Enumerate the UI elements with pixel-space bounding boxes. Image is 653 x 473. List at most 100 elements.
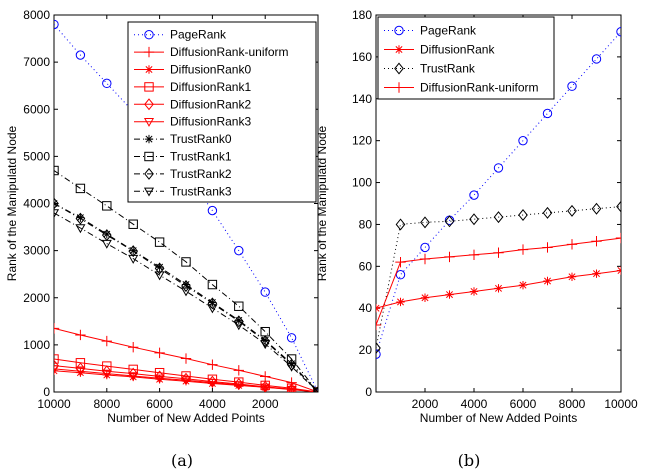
chart-a-point-trustrank1 bbox=[234, 301, 244, 311]
chart-b-ytick-label: 180 bbox=[352, 8, 372, 22]
chart-a-point-trustrank2 bbox=[233, 315, 244, 328]
chart-a-legend-marker-diffusionrank3 bbox=[143, 118, 155, 127]
chart-b-point-pagerank bbox=[493, 163, 504, 173]
chart-a-caption: (a) bbox=[171, 451, 193, 470]
chart-a-point-diffusionrank3 bbox=[101, 369, 112, 379]
chart-a-legend-label-diffusionrank0: DiffusionRank0 bbox=[170, 63, 251, 77]
chart-b-ytick-label: 80 bbox=[359, 217, 373, 231]
chart-a-point-pagerank bbox=[75, 50, 86, 60]
chart-b-caption: (b) bbox=[458, 451, 481, 470]
chart-b-ytick-label: 100 bbox=[352, 176, 372, 190]
chart-b-xlabel: Number of New Added Points bbox=[420, 411, 577, 425]
chart-a-line-trustrank2 bbox=[54, 203, 318, 392]
chart-a-point-pagerank bbox=[54, 19, 59, 30]
chart-a-point-diffusionrank2 bbox=[128, 367, 139, 380]
chart-a-point-pagerank bbox=[260, 287, 270, 297]
chart-b-point-trustrank bbox=[395, 218, 406, 231]
chart-b-point-diffusionrank bbox=[445, 290, 454, 299]
chart-a-legend-marker-diffusionrank1 bbox=[144, 82, 154, 92]
chart-a-point-diffusionrank3 bbox=[154, 374, 165, 384]
chart-b-legend-box bbox=[377, 16, 555, 100]
chart-a-line-diffusionrank1 bbox=[54, 358, 318, 392]
chart-b-ytick-label: 40 bbox=[359, 301, 373, 315]
chart-b-point-diffusionrank bbox=[396, 297, 405, 307]
chart-a-series-trustrank2 bbox=[54, 197, 318, 392]
chart-b-point-pagerank bbox=[591, 54, 602, 64]
chart-a-xtick-label: 10000 bbox=[37, 397, 71, 411]
chart-a-point-trustrank0 bbox=[234, 316, 243, 325]
chart-a-point-diffusionrank2 bbox=[101, 365, 112, 378]
chart-a-point-diffusionrank-uniform bbox=[154, 347, 165, 359]
chart-a-point-trustrank2 bbox=[260, 335, 271, 348]
chart-a-point-pagerank bbox=[207, 205, 218, 216]
chart-a-ytick-label: 6000 bbox=[23, 102, 50, 116]
chart-a-point-trustrank3 bbox=[128, 254, 139, 264]
chart-b-legend-marker-diffusionrank bbox=[394, 45, 404, 54]
chart-b-point-diffusionrank-uniform bbox=[517, 244, 529, 255]
chart-a-point-diffusionrank1 bbox=[54, 354, 59, 364]
chart-a-ylabel: Rank of the Manipulatd Node bbox=[5, 125, 19, 281]
chart-a-legend-label-pagerank: PageRank bbox=[170, 28, 227, 42]
chart-a-legend-label-trustrank1: TrustRank1 bbox=[170, 150, 232, 164]
chart-b-ytick-label: 160 bbox=[352, 50, 372, 64]
chart-b-point-diffusionrank bbox=[420, 293, 430, 302]
chart-b-point-diffusionrank bbox=[469, 287, 479, 296]
chart-a-point-diffusionrank-uniform bbox=[128, 342, 139, 353]
chart-a-xtick-label: 8000 bbox=[93, 397, 120, 411]
chart-b-point-diffusionrank bbox=[494, 284, 503, 293]
chart-a-point-diffusionrank3 bbox=[207, 378, 218, 388]
chart-a-point-diffusionrank3 bbox=[286, 385, 297, 392]
chart-a-point-trustrank2 bbox=[54, 197, 59, 210]
chart-a-point-diffusionrank3 bbox=[54, 365, 60, 375]
chart-b-point-trustrank bbox=[591, 202, 602, 215]
chart-b-point-pagerank bbox=[567, 81, 577, 91]
chart-a-legend-label-diffusionrank-uniform: DiffusionRank-uniform bbox=[170, 45, 289, 59]
chart-b-point-pagerank bbox=[542, 108, 553, 119]
chart-b-point-pagerank bbox=[518, 135, 528, 146]
chart-b-point-diffusionrank-uniform bbox=[591, 236, 602, 247]
chart-b-legend-label-diffusionrank: DiffusionRank bbox=[420, 43, 495, 57]
chart-a-point-diffusionrank-uniform bbox=[75, 329, 86, 341]
chart-b-point-trustrank bbox=[518, 209, 528, 222]
chart-a-point-trustrank3 bbox=[286, 362, 297, 372]
chart-a-line-trustrank3 bbox=[54, 212, 318, 392]
chart-a-point-trustrank3 bbox=[180, 287, 192, 297]
chart-a-line-trustrank0 bbox=[54, 203, 318, 392]
chart-a-point-pagerank bbox=[286, 333, 297, 343]
chart-a-ytick-label: 4000 bbox=[23, 197, 50, 211]
chart-b-ytick-label: 0 bbox=[365, 385, 372, 399]
chart-a-series-trustrank1 bbox=[54, 165, 318, 392]
chart-b-series-pagerank bbox=[376, 27, 621, 359]
chart-b-point-trustrank bbox=[444, 215, 455, 228]
chart-b-xtick-label: 6000 bbox=[510, 397, 537, 411]
chart-b-line-trustrank bbox=[376, 206, 621, 349]
chart-a-point-diffusionrank2 bbox=[54, 359, 59, 372]
chart-a-legend-label-diffusionrank3: DiffusionRank3 bbox=[170, 115, 251, 129]
chart-a-point-trustrank3 bbox=[233, 321, 244, 331]
chart-a-point-trustrank0 bbox=[155, 262, 164, 272]
chart-a-point-diffusionrank2 bbox=[75, 362, 86, 375]
chart-a-point-trustrank1 bbox=[54, 165, 59, 176]
chart-b-point-diffusionrank-uniform bbox=[566, 239, 578, 250]
chart-b-xtick-label: 10000 bbox=[604, 397, 638, 411]
chart-b-point-diffusionrank-uniform bbox=[444, 251, 455, 263]
chart-b-point-diffusionrank bbox=[616, 266, 621, 275]
chart-a-series-diffusionrank-uniform bbox=[54, 323, 318, 392]
chart-a-ytick-label: 1000 bbox=[23, 338, 50, 352]
chart-a: 10000 8000 6000 4000 2000 0 1000 2000 3000 4000 50… bbox=[5, 8, 319, 425]
chart-a-point-diffusionrank0 bbox=[102, 370, 111, 380]
chart-b-point-pagerank bbox=[395, 270, 406, 280]
chart-a-series-diffusionrank3 bbox=[54, 365, 318, 392]
chart-b-legend: PageRank DiffusionRank TrustRank DiffusionR… bbox=[377, 16, 555, 100]
chart-b-point-trustrank bbox=[376, 342, 381, 355]
chart-b-point-trustrank bbox=[420, 216, 430, 229]
chart-b-point-diffusionrank-uniform bbox=[468, 249, 480, 261]
chart-a-point-trustrank0 bbox=[181, 280, 191, 289]
chart-b-point-diffusionrank-uniform bbox=[376, 319, 382, 331]
chart-b-point-diffusionrank bbox=[518, 280, 528, 290]
chart-a-point-diffusionrank0 bbox=[155, 375, 164, 384]
chart-a-legend-marker-pagerank bbox=[144, 30, 154, 40]
chart-a-point-diffusionrank-uniform bbox=[54, 323, 60, 334]
chart-a-point-trustrank0 bbox=[261, 335, 270, 345]
chart-a-point-trustrank3 bbox=[260, 340, 271, 350]
